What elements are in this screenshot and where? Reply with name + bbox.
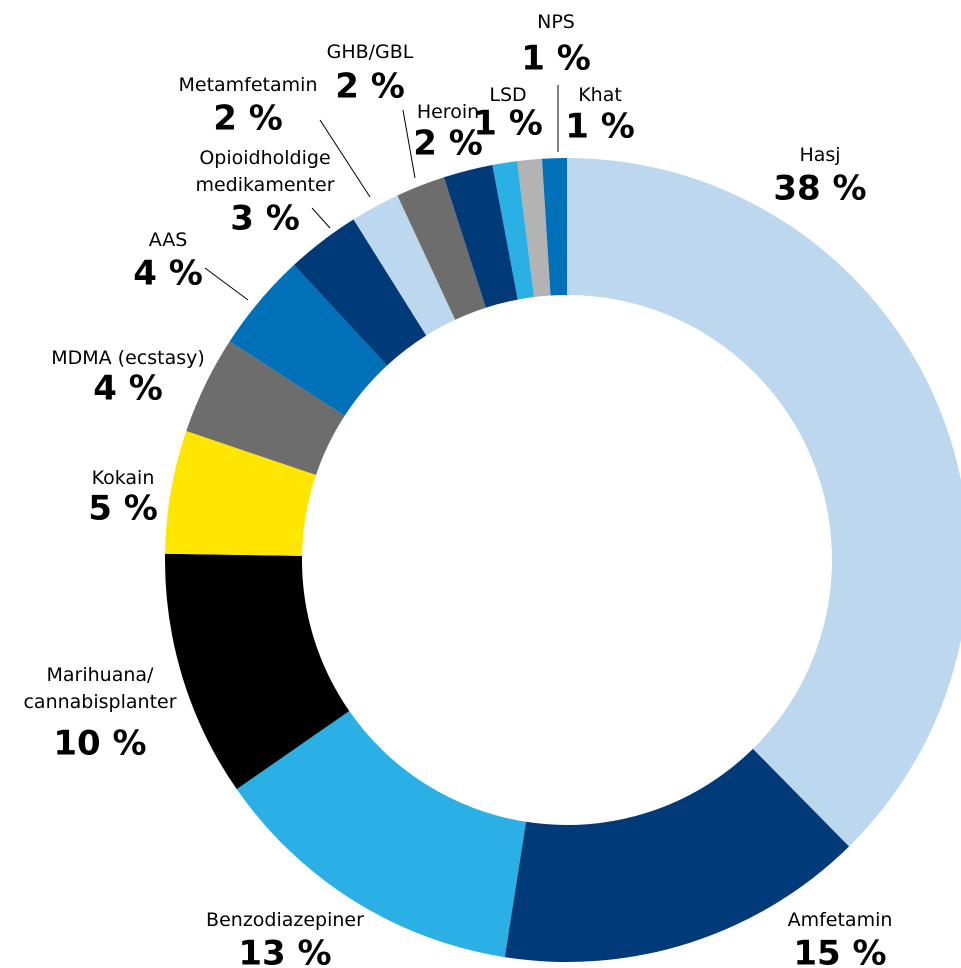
category-label: Khat — [578, 84, 622, 106]
leader-line — [311, 207, 331, 229]
category-label: Marihuana/cannabisplanter — [23, 664, 176, 713]
donut-segment — [443, 164, 518, 308]
label-line: Opioidholdige — [199, 147, 330, 169]
donut-segment — [492, 161, 535, 300]
category-label: Benzodiazepiner — [206, 909, 364, 931]
value-label: 2 % — [213, 99, 283, 139]
value-label: 2 % — [335, 67, 405, 107]
donut-segment — [186, 341, 345, 475]
category-label: Kokain — [92, 467, 155, 489]
donut-segment — [567, 158, 961, 847]
value-label: 38 % — [773, 169, 866, 209]
value-label: 4 % — [133, 254, 203, 294]
category-label: Hasj — [799, 144, 840, 166]
leader-line — [402, 109, 416, 179]
value-label: 3 % — [230, 199, 300, 239]
value-label: 2 % — [413, 124, 483, 164]
label-line: Metamfetamin — [179, 74, 318, 96]
donut-segment — [517, 158, 551, 298]
value-label: 1 % — [473, 104, 543, 144]
category-label: Heroin — [417, 101, 479, 123]
value-label: 15 % — [793, 934, 886, 968]
label-line: Kokain — [92, 467, 155, 489]
donut-segment — [397, 177, 486, 320]
value-label: 1 % — [521, 39, 591, 79]
category-label: GHB/GBL — [327, 41, 414, 63]
label-line: LSD — [489, 84, 526, 106]
label-line: Benzodiazepiner — [206, 909, 364, 931]
label-line: NPS — [537, 11, 575, 33]
leader-line — [204, 267, 249, 301]
value-label: 13 % — [238, 934, 331, 968]
category-label: Amfetamin — [788, 909, 893, 931]
value-label: 5 % — [88, 489, 158, 529]
donut-segment — [504, 748, 850, 962]
category-label: MDMA (ecstasy) — [51, 347, 205, 369]
donut-segment — [236, 711, 526, 958]
donut-segment — [353, 195, 456, 336]
label-line: medikamenter — [195, 174, 334, 196]
value-label: 10 % — [53, 724, 146, 764]
label-line: GHB/GBL — [327, 41, 414, 63]
category-label: LSD — [489, 84, 526, 106]
category-label: AAS — [149, 229, 188, 251]
value-label: 4 % — [93, 369, 163, 409]
donut-segment — [229, 264, 388, 416]
label-line: Marihuana/ — [47, 664, 155, 686]
label-line: MDMA (ecstasy) — [51, 347, 205, 369]
donut-segment — [165, 431, 317, 556]
leader-line — [319, 119, 371, 198]
label-line: cannabisplanter — [23, 691, 176, 713]
category-label: Metamfetamin — [179, 74, 318, 96]
label-line: Amfetamin — [788, 909, 893, 931]
label-line: AAS — [149, 229, 188, 251]
label-line: Khat — [578, 84, 622, 106]
label-line: Hasj — [799, 144, 840, 166]
category-label: NPS — [537, 11, 575, 33]
donut-segment — [542, 158, 567, 296]
label-line: Heroin — [417, 101, 479, 123]
value-label: 1 % — [565, 107, 635, 147]
category-label: Opioidholdige medikamenter — [195, 147, 334, 196]
donut-segment — [294, 219, 427, 366]
donut-segment — [165, 553, 350, 790]
